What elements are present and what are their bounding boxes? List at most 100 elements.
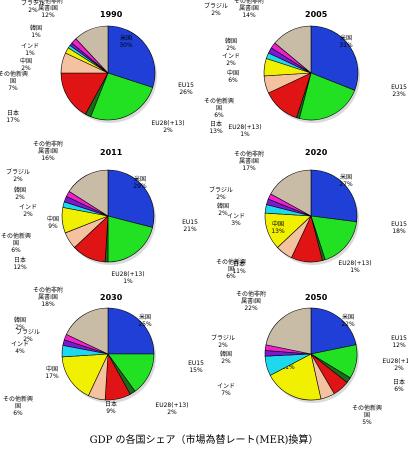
data-label-line: 15% (189, 367, 203, 374)
data-label-line: EU28(+13) (151, 120, 184, 127)
data-label-line: 26% (179, 89, 193, 96)
data-label-line: 2% (221, 358, 231, 365)
data-label: ブラジル 2% (209, 186, 233, 201)
data-label-line: 6% (226, 273, 236, 280)
data-label: 米国 22% (341, 313, 355, 328)
data-label-line: 12% (392, 342, 406, 349)
data-label-line: 17% (6, 117, 20, 124)
data-label-line: 韓国 (220, 350, 232, 358)
figure-caption: GDP の各国シェア（市場為替レート(MER)換算） (89, 435, 319, 446)
data-label: その他非附属書I国 22% (236, 290, 266, 312)
data-label: その他非附属書I国 16% (33, 140, 63, 162)
data-label-line: 17% (45, 373, 59, 380)
data-label-line: 中国 (272, 220, 284, 228)
data-label: その他新興国 6% (216, 258, 246, 280)
pie-slice (298, 72, 356, 121)
data-label-line: ブラジル (16, 328, 40, 336)
data-label: EU15 21% (182, 219, 198, 233)
data-label-line: インド (217, 383, 235, 390)
data-label-line: インド (222, 53, 240, 60)
data-label-line: 13% (271, 228, 285, 235)
data-label-line: 16% (41, 155, 55, 162)
data-label-line: 属書I国 (38, 4, 58, 12)
data-label-line: 韓国 (14, 316, 26, 324)
data-label-line: ブラジル (211, 334, 235, 342)
data-label-line: 1% (240, 131, 250, 138)
pie-title: 2011 (100, 148, 123, 157)
data-label: 韓国 2% (14, 186, 26, 201)
data-label: EU15 12% (391, 335, 407, 349)
data-label: 韓国 1% (30, 24, 42, 39)
pie-slice (61, 353, 109, 397)
data-label-line: その他非附 (236, 290, 266, 298)
data-label: その他非附属書I国 17% (234, 150, 264, 172)
data-label-line: EU15 (178, 82, 194, 89)
data-label-line: 2% (218, 210, 228, 217)
pie-slice (265, 307, 312, 355)
pie-slice (107, 169, 155, 228)
pie-slice (90, 72, 154, 121)
data-label: EU15 18% (391, 221, 407, 235)
data-label-line: EU28(+13) (155, 402, 188, 409)
data-label-line: 2% (218, 342, 228, 349)
pie-slice (107, 25, 156, 88)
data-label: その他非附属書I国 18% (33, 286, 63, 308)
data-label-line: 国 (364, 412, 370, 419)
pie-slice (75, 25, 109, 74)
data-label-line: 21% (281, 364, 295, 371)
data-label-line: 国 (15, 403, 21, 410)
data-label-line: 22% (244, 305, 258, 312)
data-label-line: 22% (341, 321, 355, 328)
data-label-line: その他新興 (3, 395, 33, 403)
data-label: 日本 12% (13, 256, 27, 271)
data-label: インド 2% (222, 53, 240, 67)
data-label: その他非附属書I国 12% (33, 0, 63, 19)
data-label-line: 2% (394, 365, 404, 372)
data-label-line: 韓国 (30, 24, 42, 32)
data-label: EU28(+13)2% (155, 402, 188, 416)
data-label-line: 2% (226, 45, 236, 52)
data-label-line: 1% (123, 278, 133, 285)
data-label: 韓国 2% (217, 202, 229, 217)
data-label: EU28(+13) 1% (111, 271, 144, 285)
data-label-line: 31% (339, 42, 353, 49)
data-label-line: 11% (232, 268, 246, 275)
pie-title: 2005 (305, 10, 328, 19)
data-label-line: 韓国 (14, 186, 26, 194)
data-label-line: 国 (13, 240, 19, 247)
data-label-line: 中国 (227, 69, 239, 77)
data-label: EU28(+13) 1% (228, 124, 261, 138)
data-label: ブラジル 2% (211, 334, 235, 349)
data-label-line: 日本 (7, 109, 19, 117)
data-label-line: その他非附 (33, 140, 63, 148)
data-label-line: その他新興 (0, 70, 28, 78)
data-label-line: EU28(+13) (228, 124, 261, 131)
data-label-line: ブラジル (21, 0, 45, 7)
data-label-line: 27% (339, 181, 353, 188)
data-label-line: 5% (362, 419, 372, 426)
data-label-line: EU28(+13) (382, 358, 408, 365)
data-label-line: 12% (13, 264, 27, 271)
data-label-line: 中国 (46, 365, 58, 373)
data-label: 韓国 2% (14, 316, 26, 331)
pie-slice (107, 307, 155, 355)
data-label-line: 1% (350, 267, 360, 274)
data-label-line: 9% (106, 408, 116, 415)
data-label: インド 4% (11, 341, 29, 355)
data-label-line: ブラジル (204, 2, 228, 10)
data-label: その他新興国 5% (352, 404, 382, 426)
data-label-line: 日本 (393, 378, 405, 386)
data-label: 米国 30% (119, 34, 133, 49)
data-label-line: 2% (216, 194, 226, 201)
pie-slice (60, 72, 109, 115)
data-label-line: 日本 (105, 400, 117, 408)
data-label: その他新興国 6% (1, 232, 31, 254)
data-label-line: 中国 (47, 215, 59, 223)
data-label-line: その他新興 (216, 258, 246, 266)
pie-title: 2030 (100, 293, 123, 302)
data-label-line: 13% (209, 128, 223, 135)
data-label-line: 韓国 (217, 202, 229, 210)
data-label: 中国 6% (227, 69, 239, 84)
data-label: 日本 6% (393, 378, 405, 393)
